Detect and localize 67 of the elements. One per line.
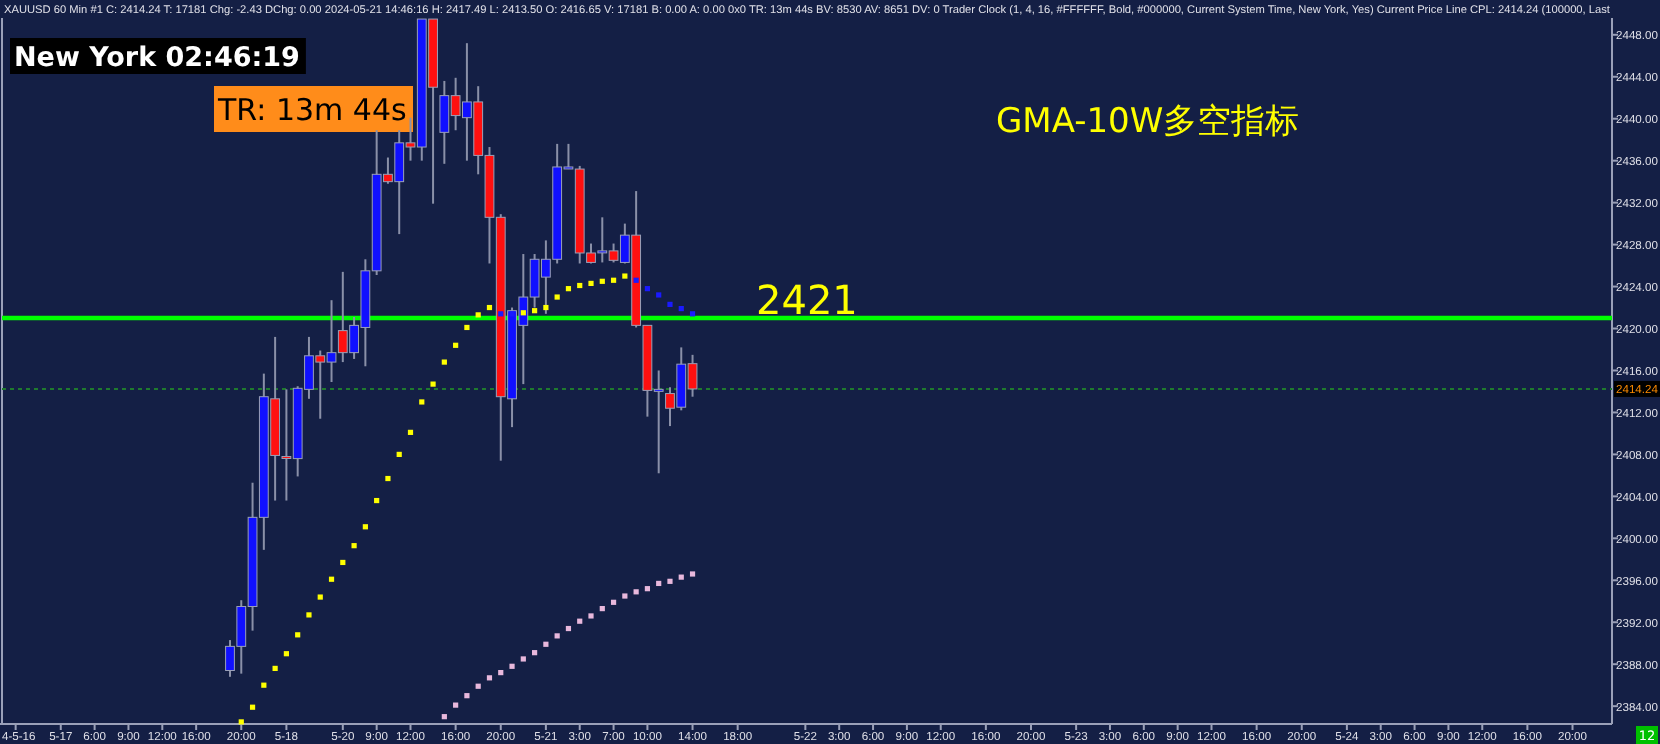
point xyxy=(667,301,673,307)
point xyxy=(498,311,504,317)
point xyxy=(317,594,323,600)
point xyxy=(532,650,538,656)
point xyxy=(678,574,684,580)
point xyxy=(644,286,651,292)
point xyxy=(261,682,267,688)
point xyxy=(610,277,617,283)
point xyxy=(340,559,346,566)
point xyxy=(532,308,538,314)
point xyxy=(306,612,312,618)
point xyxy=(633,589,639,595)
point xyxy=(667,578,673,584)
point xyxy=(554,294,560,300)
point xyxy=(238,719,244,725)
point xyxy=(599,606,605,612)
point xyxy=(565,286,572,292)
point xyxy=(678,305,684,312)
point xyxy=(407,429,414,435)
point xyxy=(272,665,278,671)
point xyxy=(498,670,504,676)
point xyxy=(362,524,368,530)
point xyxy=(588,613,594,619)
point xyxy=(689,571,696,577)
point xyxy=(283,651,289,657)
annotation: New York 02:46:19 xyxy=(14,42,300,74)
point xyxy=(520,310,526,316)
point xyxy=(520,656,526,662)
point xyxy=(656,292,662,298)
annotation: GMA-10W多空指标 xyxy=(996,102,1300,142)
point xyxy=(486,304,493,311)
point xyxy=(419,399,425,405)
point xyxy=(610,599,617,605)
point xyxy=(543,304,549,311)
point xyxy=(385,475,391,482)
point xyxy=(622,273,628,279)
point xyxy=(430,381,436,387)
point xyxy=(396,451,402,457)
point xyxy=(295,632,301,638)
point xyxy=(328,576,335,582)
point xyxy=(374,497,380,504)
point xyxy=(689,311,696,317)
point xyxy=(599,278,605,284)
ref-line-label: 2421 xyxy=(756,276,858,325)
point xyxy=(565,625,572,632)
point xyxy=(441,714,447,720)
point xyxy=(588,280,594,287)
point xyxy=(543,641,549,647)
point xyxy=(475,683,481,689)
point xyxy=(464,324,470,331)
point xyxy=(453,342,459,348)
point xyxy=(656,580,662,587)
point xyxy=(486,675,493,681)
point xyxy=(441,359,447,365)
point xyxy=(453,702,459,708)
point xyxy=(249,704,256,710)
point xyxy=(554,633,560,639)
point xyxy=(633,277,639,283)
point xyxy=(577,282,583,289)
point xyxy=(509,663,515,669)
point xyxy=(622,593,628,599)
point xyxy=(475,312,481,318)
point xyxy=(644,586,651,592)
point xyxy=(577,618,583,624)
point xyxy=(351,543,357,549)
annotation: TR: 13m 44s xyxy=(216,92,407,128)
point xyxy=(464,693,470,699)
